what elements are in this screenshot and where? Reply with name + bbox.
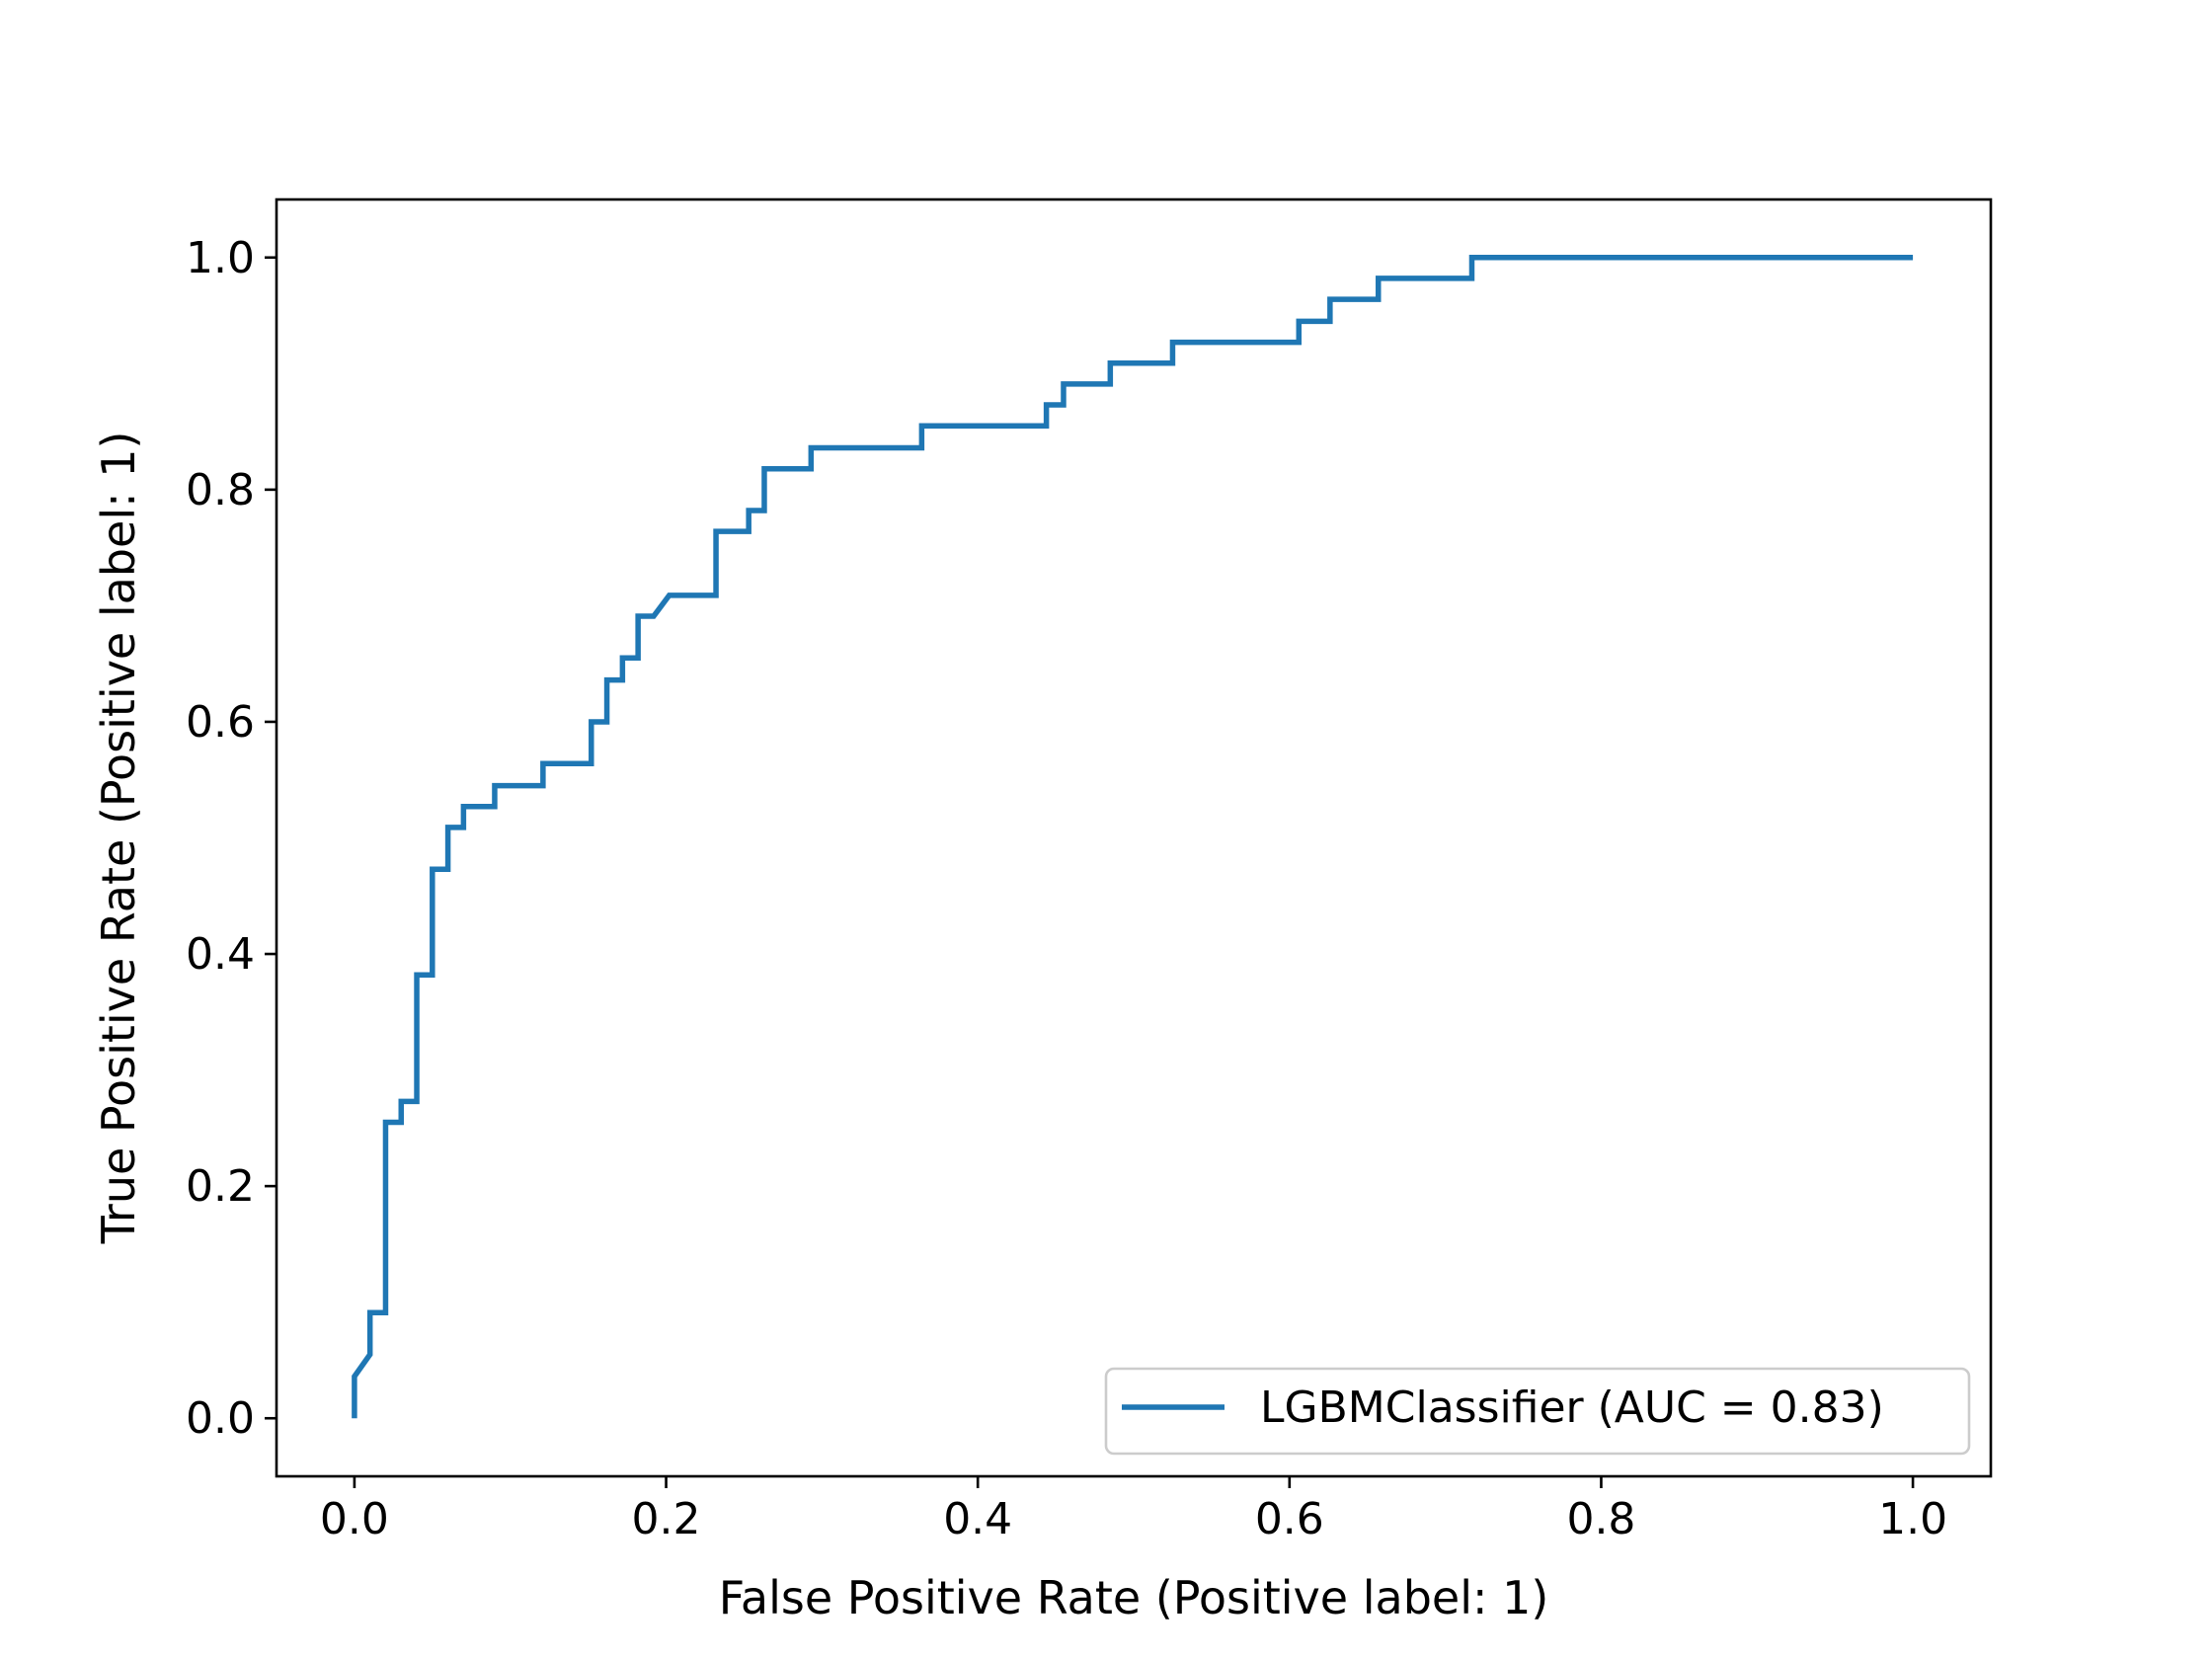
legend-box [1104,1367,1971,1456]
x-tick-label: 0.2 [632,1494,701,1544]
x-tick-label: 1.0 [1878,1494,1947,1544]
x-tick-label: 0.8 [1566,1494,1635,1544]
x-tick-label: 0.0 [320,1494,389,1544]
y-axis-label: True Positive Rate (Positive label: 1) [92,432,145,1245]
y-tick-label: 1.0 [186,233,255,283]
y-tick-label: 0.8 [186,465,255,515]
y-tick-label: 0.6 [186,697,255,748]
y-tick-label: 0.2 [186,1161,255,1212]
x-axis-label: False Positive Rate (Positive label: 1) [719,1571,1549,1624]
x-axis-ticks: 0.0 0.2 0.4 0.6 0.8 1.0 [320,1476,1947,1544]
plot-area-frame [275,198,1993,1478]
y-tick-label: 0.0 [186,1393,255,1444]
roc-curve-line [352,255,1914,1419]
x-tick-label: 0.4 [943,1494,1012,1544]
x-tick-label: 0.6 [1255,1494,1324,1544]
y-axis-ticks: 0.0 0.2 0.4 0.6 0.8 1.0 [186,233,276,1444]
y-tick-label: 0.4 [186,929,255,980]
legend-label: LGBMClassifier (AUC = 0.83) [1260,1382,1884,1433]
legend: LGBMClassifier (AUC = 0.83) [1104,1367,1971,1456]
series-layer [352,255,1914,1419]
